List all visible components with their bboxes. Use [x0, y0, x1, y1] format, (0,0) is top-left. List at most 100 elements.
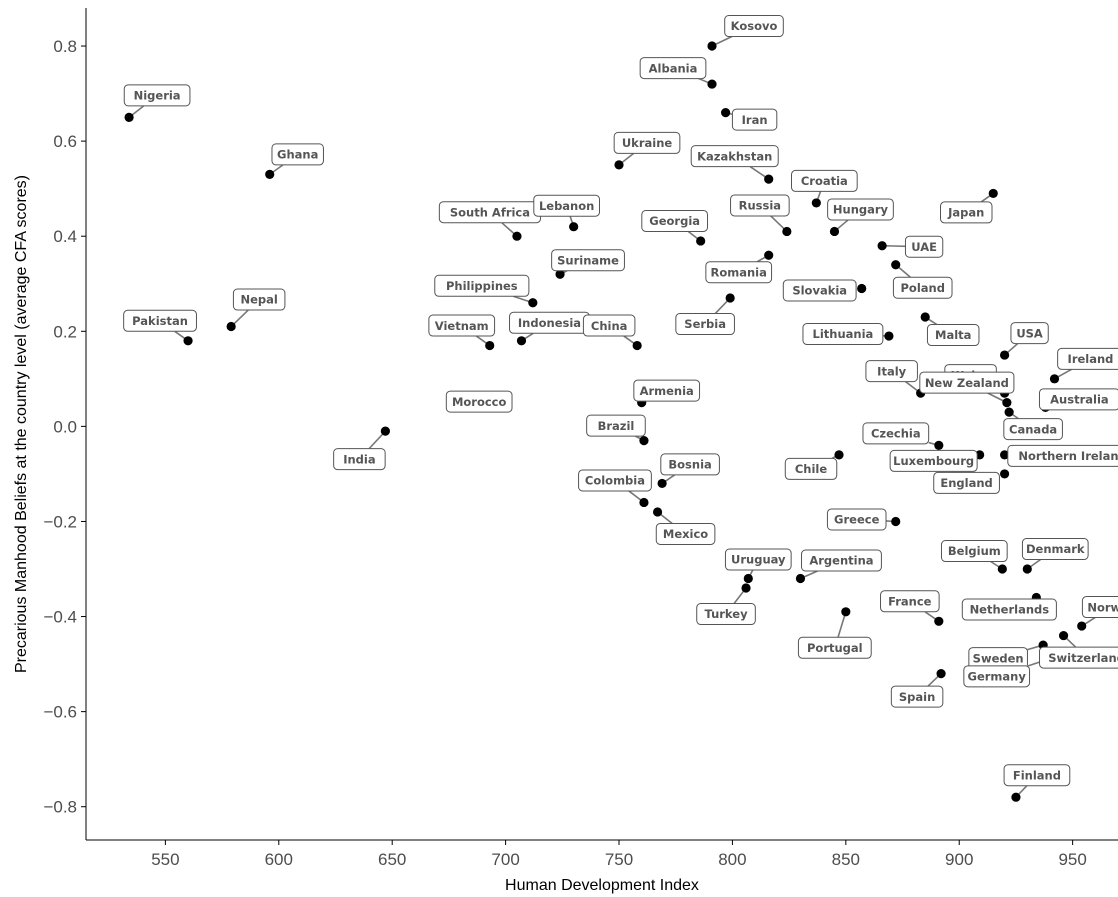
- point-label: Germany: [963, 665, 1031, 688]
- data-point: [380, 426, 390, 436]
- data-point: [877, 241, 887, 251]
- point-label-text: Lithuania: [813, 327, 874, 341]
- label-box: [333, 448, 386, 471]
- point-label-text: Nigeria: [134, 89, 181, 103]
- y-tick-label: 0.2: [53, 322, 77, 341]
- data-point: [1011, 792, 1021, 802]
- label-box: [826, 508, 887, 531]
- label-box: [1007, 444, 1118, 467]
- point-label: Albania: [639, 57, 707, 80]
- point-label: Vietnam: [428, 314, 496, 337]
- label-box: [123, 309, 197, 332]
- point-label: Ireland: [1057, 347, 1118, 370]
- point-label-text: Luxembourg: [893, 454, 974, 468]
- x-tick-label: 600: [265, 850, 293, 869]
- point-label: Sweden: [968, 647, 1028, 670]
- point-label-text: Pakistan: [132, 314, 188, 328]
- point-label-text: Hungary: [833, 203, 889, 217]
- point-label-text: Finland: [1013, 768, 1061, 782]
- data-point: [920, 312, 930, 322]
- x-tick-label: 750: [605, 850, 633, 869]
- point-label: Uruguay: [724, 548, 792, 571]
- label-box: [639, 57, 707, 80]
- data-point: [1002, 398, 1012, 408]
- label-box: [633, 379, 701, 402]
- point-label-text: Sweden: [973, 651, 1024, 665]
- point-labels: Nigeria Pakistan Nepal Ghana India Morocco Vie…: [123, 15, 1118, 787]
- label-box: [660, 453, 720, 476]
- point-label-text: Denmark: [1026, 542, 1085, 556]
- data-point: [999, 450, 1010, 460]
- y-axis-ticks: 0.8 0.6 0.4 0.2 0.0 −0.2 −0.4 −0.6 −0.8: [43, 37, 86, 817]
- y-tick-label: −0.4: [43, 608, 77, 627]
- x-tick-label: 800: [718, 850, 746, 869]
- point-label-text: Russia: [739, 199, 781, 213]
- point-label: Lithuania: [802, 323, 884, 346]
- point-label: England: [933, 471, 1000, 494]
- point-label: Nepal: [232, 288, 286, 311]
- label-box: [933, 471, 1000, 494]
- label-box: [582, 314, 636, 337]
- point-label: Russia: [730, 194, 790, 217]
- data-point: [743, 573, 753, 584]
- point-label-text: Turkey: [704, 607, 748, 621]
- data-point: [811, 198, 821, 208]
- label-box: [892, 276, 953, 299]
- data-point: [741, 583, 751, 593]
- data-point: [834, 450, 844, 460]
- label-box: [1057, 347, 1118, 370]
- label-box: [865, 360, 918, 383]
- x-axis-ticks: 550 600 650 700 750 800 850 900 950: [151, 840, 1087, 869]
- point-label-text: China: [591, 319, 628, 333]
- label-box: [782, 279, 857, 302]
- point-label-text: Canada: [1009, 422, 1057, 436]
- label-box: [827, 198, 894, 221]
- y-tick-label: 0.0: [53, 417, 77, 436]
- data-point: [999, 469, 1010, 479]
- data-point: [725, 293, 735, 303]
- point-label-text: Italy: [877, 364, 906, 378]
- data-point: [265, 169, 275, 179]
- label-box: [940, 540, 1008, 563]
- point-label-text: Germany: [968, 670, 1027, 684]
- point-label-text: Iran: [742, 113, 768, 127]
- point-label: Norway: [1081, 596, 1118, 619]
- label-box: [790, 169, 858, 192]
- y-tick-label: −0.2: [43, 512, 77, 531]
- data-point: [707, 41, 717, 51]
- point-label: Hungary: [827, 198, 894, 221]
- y-tick-label: −0.6: [43, 703, 77, 722]
- axes: 550 600 650 700 750 800 850 900 950 0.8 0.6 0.4 0.2…: [43, 8, 1118, 869]
- data-points: [124, 41, 1087, 802]
- label-box: [904, 235, 944, 258]
- point-label: Bosnia: [660, 453, 720, 476]
- label-box: [655, 522, 716, 545]
- point-label: Chile: [784, 457, 838, 480]
- data-point: [891, 516, 901, 527]
- point-label: Northern Ireland: [1007, 444, 1118, 467]
- point-label: Kazakhstan: [690, 145, 779, 168]
- label-box: [551, 249, 625, 272]
- data-point: [997, 564, 1007, 574]
- point-label: Switzerland: [1039, 646, 1118, 669]
- label-box: [731, 108, 778, 131]
- label-box: [123, 84, 191, 107]
- point-label-text: Romania: [711, 265, 767, 279]
- point-label: New Zealand: [919, 371, 1015, 394]
- label-box: [428, 314, 496, 337]
- label-box: [705, 261, 773, 284]
- point-label-text: South Africa: [450, 205, 530, 219]
- data-point: [569, 222, 579, 232]
- point-label-text: Armenia: [640, 384, 694, 398]
- point-label-text: Portugal: [807, 641, 863, 655]
- data-point: [764, 250, 774, 260]
- point-label: Armenia: [633, 379, 701, 402]
- label-box: [271, 143, 324, 166]
- point-label-text: Australia: [1050, 393, 1109, 407]
- data-point: [516, 336, 527, 346]
- data-point: [782, 226, 792, 237]
- point-label: Malta: [926, 324, 980, 347]
- label-box: [434, 274, 530, 297]
- point-label: Luxembourg: [889, 449, 978, 472]
